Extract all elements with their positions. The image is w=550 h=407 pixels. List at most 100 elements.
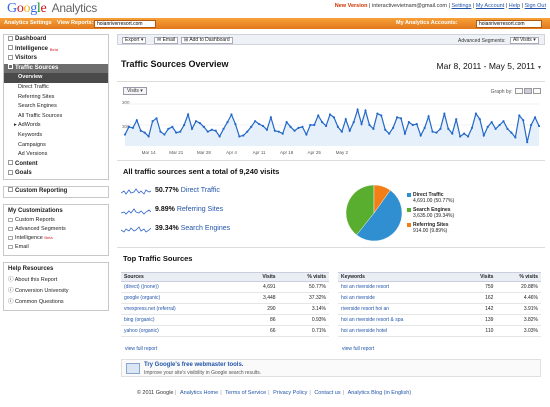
visits-point[interactable] — [222, 127, 225, 130]
keyword-link[interactable]: hoi an riverside resort & spa — [338, 314, 462, 326]
keyword-link[interactable]: hoi an riverside hotel — [338, 325, 462, 337]
sub-ad-versions[interactable]: Ad Versions — [18, 151, 48, 158]
graph-by-month-icon[interactable] — [533, 88, 541, 94]
visits-point[interactable] — [415, 122, 418, 126]
pie-slice-direct-traffic[interactable] — [356, 189, 403, 242]
visits-point[interactable] — [395, 116, 399, 119]
keyword-link[interactable]: hoi an riverside — [338, 292, 462, 304]
my-accounts-select[interactable]: hoianriverresort.com — [476, 19, 542, 28]
custom-reports-link[interactable]: Custom Reports — [4, 216, 108, 225]
visits-point[interactable] — [135, 119, 138, 122]
visits-point[interactable] — [167, 127, 170, 130]
col-visits[interactable]: Visits — [239, 272, 279, 282]
my-account-link[interactable]: My Account — [475, 3, 505, 9]
visits-point[interactable] — [522, 119, 525, 122]
nav-intelligence[interactable]: Intelligence Beta — [4, 45, 108, 55]
visits-point[interactable] — [202, 125, 205, 129]
visits-point[interactable] — [131, 126, 134, 129]
search-engines-summary[interactable]: 39.34% Search Engines — [155, 225, 231, 232]
visits-point[interactable] — [313, 123, 316, 127]
visits-point[interactable] — [238, 135, 241, 138]
col-pct-visits[interactable]: % visits — [496, 272, 541, 282]
keyword-link-text[interactable]: hoi an riverside — [341, 295, 375, 301]
visits-point[interactable] — [348, 129, 351, 132]
sources-full-report-link[interactable]: view full report — [125, 346, 158, 352]
sub-referring-sites[interactable]: Referring Sites — [18, 93, 55, 100]
visits-point[interactable] — [321, 121, 324, 124]
direct-traffic-summary[interactable]: 50.77% Direct Traffic — [155, 187, 220, 194]
visits-point[interactable] — [139, 129, 142, 132]
email-button[interactable]: ✉ Email — [154, 36, 179, 44]
visits-point[interactable] — [392, 126, 395, 129]
source-link-text[interactable]: yahoo (organic) — [124, 328, 159, 334]
visits-point[interactable] — [281, 132, 284, 135]
visits-point[interactable] — [447, 127, 450, 130]
google-analytics-logo[interactable]: Google Analytics — [7, 1, 97, 16]
visits-point[interactable] — [427, 115, 430, 118]
visits-point[interactable] — [151, 120, 154, 123]
footer-contact[interactable]: Contact us — [314, 390, 341, 396]
sub-adwords[interactable]: ▸ AdWords — [14, 122, 41, 129]
source-link[interactable]: (direct) ((none)) — [121, 281, 240, 293]
visits-point[interactable] — [277, 130, 280, 133]
visits-point[interactable] — [443, 112, 446, 115]
graph-by-day-icon[interactable] — [515, 88, 523, 94]
visits-point[interactable] — [246, 130, 249, 133]
source-link-text[interactable]: (direct) ((none)) — [124, 284, 159, 290]
visits-point[interactable] — [526, 141, 529, 144]
visits-point[interactable] — [518, 114, 521, 117]
sub-search-engines[interactable]: Search Engines — [18, 103, 57, 110]
pie-slice-referring-sites[interactable] — [373, 184, 391, 214]
source-link-text[interactable]: google (organic) — [124, 295, 161, 301]
visits-point[interactable] — [210, 128, 213, 131]
visits-point[interactable] — [179, 130, 182, 133]
visits-point[interactable] — [451, 132, 454, 135]
visits-point[interactable] — [455, 118, 458, 121]
keyword-link-text[interactable]: hoi an riverside resort — [341, 284, 390, 290]
col-sources[interactable]: Sources — [121, 272, 240, 282]
analytics-settings-link[interactable]: Analytics Settings — [4, 20, 52, 26]
visits-point[interactable] — [482, 134, 485, 137]
visits-point[interactable] — [254, 120, 257, 123]
visits-point[interactable] — [226, 121, 229, 124]
visits-point[interactable] — [336, 125, 340, 129]
about-report-link[interactable]: ⓘ About this Report — [8, 277, 58, 283]
visits-point[interactable] — [423, 126, 426, 129]
visits-point[interactable] — [490, 121, 493, 124]
footer-terms[interactable]: Terms of Service — [225, 390, 267, 396]
visits-point[interactable] — [466, 135, 470, 138]
intelligence-link[interactable]: Intelligence Beta — [4, 234, 108, 243]
visits-point[interactable] — [305, 133, 308, 136]
visits-point[interactable] — [462, 132, 466, 135]
visits-point[interactable] — [218, 135, 221, 138]
sub-overview[interactable]: Overview — [4, 73, 108, 83]
visits-point[interactable] — [206, 130, 209, 133]
visits-point[interactable] — [155, 117, 158, 120]
visits-point[interactable] — [234, 122, 237, 126]
col-keywords[interactable]: Keywords — [338, 272, 462, 282]
visits-point[interactable] — [514, 136, 517, 139]
visits-point[interactable] — [435, 131, 438, 134]
visits-point[interactable] — [257, 122, 261, 126]
visits-point[interactable] — [163, 133, 166, 136]
source-link-text[interactable]: vnexpress.net (referral) — [124, 306, 176, 312]
footer-privacy[interactable]: Privacy Policy — [273, 390, 308, 396]
visits-point[interactable] — [194, 120, 198, 123]
visits-point[interactable] — [474, 112, 478, 115]
visits-point[interactable] — [364, 109, 367, 112]
keyword-link-text[interactable]: hoi an riverside resort & spa — [341, 317, 404, 323]
nav-dashboard[interactable]: Dashboard — [4, 35, 108, 45]
visits-point[interactable] — [399, 117, 403, 120]
visits-point[interactable] — [175, 131, 178, 134]
visits-point[interactable] — [530, 123, 533, 127]
source-link-text[interactable]: bing (organic) — [124, 317, 155, 323]
visits-point[interactable] — [411, 123, 414, 127]
visits-point[interactable] — [309, 123, 312, 127]
visits-point[interactable] — [147, 135, 150, 138]
visits-point[interactable] — [328, 113, 332, 116]
keyword-link[interactable]: hoi an riverside resort — [338, 281, 462, 293]
visits-point[interactable] — [537, 124, 541, 128]
visits-point[interactable] — [478, 118, 481, 121]
visits-point[interactable] — [297, 126, 300, 129]
visits-point[interactable] — [533, 116, 537, 119]
